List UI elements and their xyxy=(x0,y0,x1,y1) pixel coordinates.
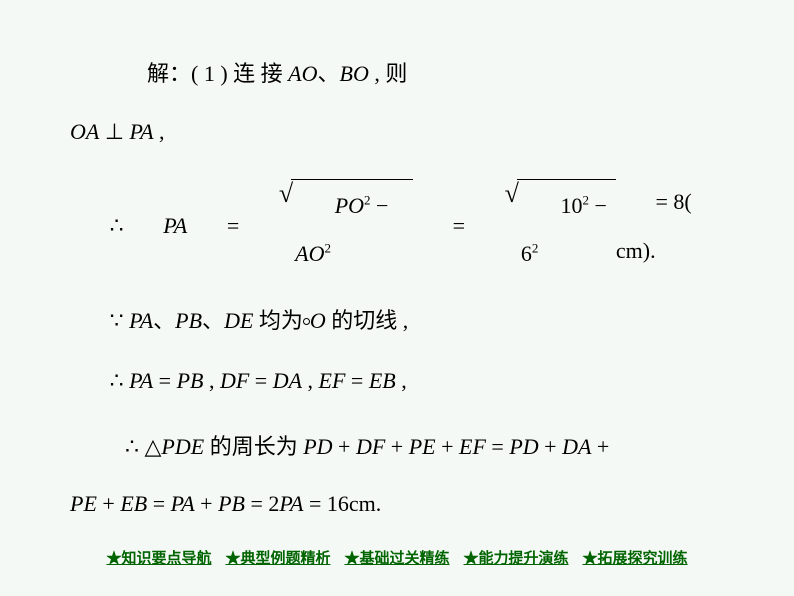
var: DF xyxy=(356,434,385,459)
nav-link-3[interactable]: ★基础过关精练 xyxy=(344,547,449,568)
text: , 则 xyxy=(369,61,408,86)
minus: − xyxy=(371,193,389,218)
var-oa: OA xyxy=(70,119,99,144)
eq: = xyxy=(413,202,465,250)
circle-icon xyxy=(303,318,310,325)
num: 6 xyxy=(521,241,532,266)
text: 解：( 1 ) 连 接 xyxy=(147,61,288,86)
sep: 、 xyxy=(153,308,175,333)
plus: + xyxy=(385,434,408,459)
perp: ⊥ xyxy=(99,119,129,144)
var: PB xyxy=(218,491,245,516)
sep: 、 xyxy=(317,61,339,86)
var: PA xyxy=(279,491,303,516)
minus: − xyxy=(589,193,607,218)
line-4: ∵ PA、PB、DE 均为O 的切线 , xyxy=(70,297,724,345)
plus: + xyxy=(195,491,218,516)
plus: + xyxy=(539,434,562,459)
nav-link-2[interactable]: ★典型例题精析 xyxy=(225,547,330,568)
nav-link-4[interactable]: ★能力提升演练 xyxy=(464,547,569,568)
var: PD xyxy=(509,434,538,459)
var-pa: PA xyxy=(124,202,188,250)
var: O xyxy=(310,308,326,333)
var: PA xyxy=(129,308,153,333)
sqrt-2: √102 − 62 xyxy=(465,175,616,279)
comma: , xyxy=(154,119,165,144)
solution-content: 解：( 1 ) 连 接 AO、BO , 则 OA ⊥ PA , ∴ PA = √… xyxy=(0,0,794,528)
var-bo: BO xyxy=(340,61,369,86)
comma: , xyxy=(396,368,407,393)
triangle-symbol: △ xyxy=(145,434,162,459)
num: 10 xyxy=(561,193,583,218)
var: PB xyxy=(177,368,204,393)
sqrt-1: √PO2 − AO2 xyxy=(239,175,413,279)
plus: + xyxy=(333,434,356,459)
eq: = xyxy=(187,202,239,250)
var: AO xyxy=(295,241,324,266)
eq: = xyxy=(345,368,368,393)
result: 16cm. xyxy=(327,491,381,516)
var: EB xyxy=(369,368,396,393)
therefore-symbol: ∴ xyxy=(70,202,124,250)
var: PE xyxy=(409,434,436,459)
line-5: ∴ PA = PB , DF = DA , EF = EB , xyxy=(70,357,724,405)
var: EF xyxy=(459,434,486,459)
text: 的切线 , xyxy=(326,308,409,333)
nav-link-1[interactable]: ★知识要点导航 xyxy=(106,547,211,568)
var: PDE xyxy=(161,434,204,459)
line-7: PE + EB = PA + PB = 2PA = 16cm. xyxy=(70,480,724,528)
plus: + xyxy=(591,434,609,459)
comma: , xyxy=(302,368,319,393)
comma: , xyxy=(203,368,220,393)
var: PE xyxy=(70,491,97,516)
var: DF xyxy=(220,368,249,393)
sqrt-sign: √ xyxy=(239,181,293,207)
var: PA xyxy=(129,368,153,393)
sqrt-body: PO2 − AO2 xyxy=(291,179,413,279)
sup: 2 xyxy=(324,241,331,256)
var: DA xyxy=(562,434,591,459)
line-2: OA ⊥ PA , xyxy=(70,108,724,156)
result: = 8( cm). xyxy=(616,178,724,275)
because-symbol: ∵ xyxy=(110,308,130,333)
num: 2 xyxy=(268,491,279,516)
sqrt-sign: √ xyxy=(465,181,519,207)
var: PB xyxy=(175,308,202,333)
sup: 2 xyxy=(532,241,539,256)
var: PO xyxy=(335,193,364,218)
eq: = xyxy=(249,368,272,393)
eq: = xyxy=(486,434,509,459)
var-ao: AO xyxy=(288,61,317,86)
eq: = xyxy=(303,491,326,516)
eq: = xyxy=(153,368,176,393)
var: PD xyxy=(303,434,332,459)
text: 的周长为 xyxy=(204,434,303,459)
eq: = xyxy=(147,491,170,516)
text: 均为 xyxy=(253,308,303,333)
plus: + xyxy=(436,434,459,459)
line-6: ∴ △PDE 的周长为 PD + DF + PE + EF = PD + DA … xyxy=(70,423,724,471)
line-1: 解：( 1 ) 连 接 AO、BO , 则 xyxy=(70,50,724,98)
var: DE xyxy=(224,308,253,333)
var: DA xyxy=(273,368,302,393)
var: EF xyxy=(319,368,346,393)
therefore-symbol: ∴ xyxy=(110,368,130,393)
bottom-nav: ★知识要点导航 ★典型例题精析 ★基础过关精练 ★能力提升演练 ★拓展探究训练 xyxy=(0,547,794,568)
nav-link-5[interactable]: ★拓展探究训练 xyxy=(583,547,688,568)
var: EB xyxy=(120,491,147,516)
sep: 、 xyxy=(202,308,224,333)
eq: = xyxy=(245,491,268,516)
var-pa: PA xyxy=(130,119,154,144)
var: PA xyxy=(171,491,195,516)
plus: + xyxy=(97,491,120,516)
therefore-symbol: ∴ xyxy=(125,434,145,459)
line-3: ∴ PA = √PO2 − AO2 = √102 − 62 = 8( cm). xyxy=(70,175,724,279)
sqrt-body: 102 − 62 xyxy=(517,179,616,279)
